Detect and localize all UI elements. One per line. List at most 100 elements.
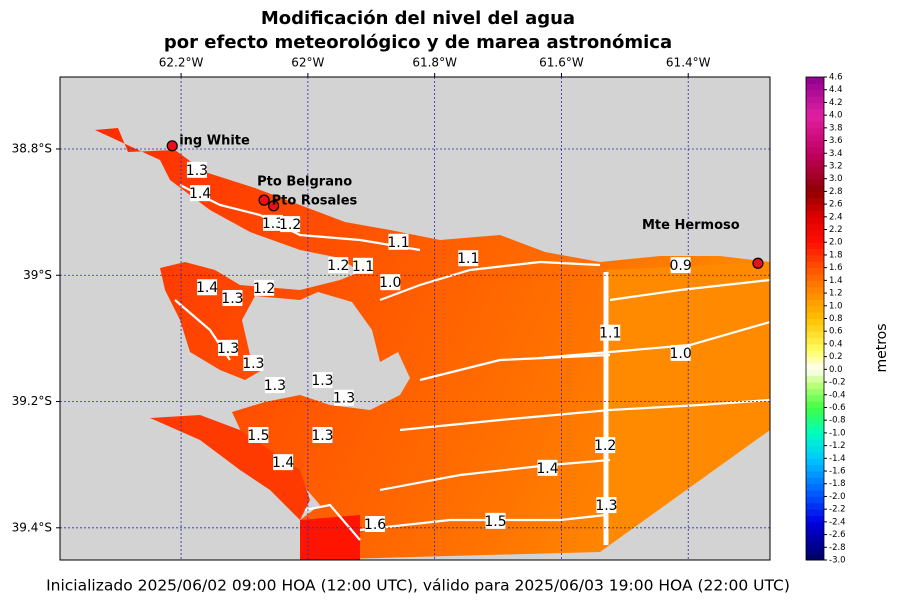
x-tick-label: 61.4°W [666,56,711,70]
colorbar-band [806,83,824,91]
colorbar-tick-label: 1.0 [829,301,843,311]
colorbar-band [806,362,824,370]
contour-label-box [243,355,264,372]
contour-label: 1.4 [536,461,558,477]
colorbar-band [806,242,824,250]
location-label: ing White [179,133,250,148]
colorbar-band [806,293,824,300]
contour-label: 1.3 [186,163,208,179]
colorbar-band [806,172,824,180]
contour-label: 1.6 [364,517,386,533]
contour-label: 1.2 [253,281,275,297]
title: Modificación del nivel del agua [261,8,575,29]
contour-label: 1.5 [247,428,269,444]
colorbar-band [806,153,824,161]
contour-label: 1.3 [311,373,333,389]
contour-label: 1.3 [262,216,284,232]
colorbar-band [806,216,824,224]
contour-label: 1.1 [599,326,621,342]
colorbar-tick-label: 4.4 [829,85,843,95]
colorbar-band [806,337,824,345]
contour-label-box [312,372,333,389]
contour-label-box [670,257,691,274]
contour-label-box [537,459,558,476]
colorbar-tick-label: -1.2 [829,441,846,451]
x-tick-label: 62.2°W [159,56,204,70]
colorbar-tick-label: -1.4 [829,454,846,464]
colorbar-band [806,534,824,542]
colorbar-band [806,331,824,339]
contour-label: 1.5 [484,514,506,530]
colorbar-band [806,134,824,142]
colorbar-band [806,477,824,485]
colorbar-band [806,547,824,555]
contour-label-box [595,437,616,454]
colorbar-band [806,159,824,167]
water-level-field [300,515,360,560]
colorbar-tick-label: 4.6 [829,73,843,83]
location-label: Mte Hermoso [642,218,740,233]
colorbar-band [806,254,824,262]
contour-label: 1.0 [379,275,401,291]
colorbar-band [806,401,824,408]
colorbar-band [806,299,824,307]
contour-label-box [380,274,401,291]
colorbar-band [806,553,824,561]
colorbar-tick-label: 2.0 [829,238,843,248]
contour-label-box [458,250,479,267]
colorbar-band [806,140,824,148]
colorbar-band [806,261,824,269]
x-tick-label: 61.8°W [412,56,457,70]
contour-label: 0.9 [669,258,691,274]
colorbar-tick-label: 1.8 [829,250,843,260]
contour-label-box [190,185,211,202]
location-label: Pto Rosales [272,193,358,208]
contour-label-box [365,516,386,533]
colorbar-band [806,521,824,529]
contour-label: 1.4 [196,280,218,296]
contour-label-box [485,512,506,529]
colorbar-tick-label: -1.0 [829,428,846,438]
x-tick-label: 62°W [291,56,324,70]
colorbar-band [806,318,824,326]
colorbar-band [806,204,824,211]
contour-label-box [273,454,294,471]
contour-label: 1.3 [311,428,333,444]
colorbar-band [806,432,824,440]
contour-label-box [248,426,269,443]
subtitle: por efecto meteorológico y de marea astr… [164,32,672,53]
colorbar-band [806,229,824,237]
colorbar-band [806,471,824,478]
colorbar-band [806,223,824,231]
colorbar-tick-label: 2.2 [829,225,843,235]
contour-label: 1.1 [457,251,479,267]
colorbar-band [806,382,824,389]
colorbar-tick-label: -0.8 [829,416,846,426]
contour-label-box [217,339,238,356]
contour-label: 1.2 [327,258,349,274]
colorbar-label: metros [874,323,890,372]
contour-label: 1.3 [242,356,264,372]
colorbar-band [806,121,824,129]
colorbar-tick-label: 3.6 [829,136,843,146]
colorbar-band [806,108,824,116]
colorbar-tick-label: 1.6 [829,263,843,273]
colorbar-band [806,426,824,434]
contour-label-box [254,279,275,296]
colorbar-tick-label: -2.4 [829,517,846,527]
colorbar-tick-label: 1.2 [829,289,843,299]
colorbar-band [806,197,824,205]
colorbar-band [806,165,824,173]
contour-label-box [264,377,285,394]
colorbar-tick-label: 2.8 [829,187,843,197]
colorbar-band [806,528,824,536]
colorbar-tick-label: 1.4 [829,276,843,286]
colorbar-band [806,343,824,351]
colorbar-tick-label: -0.4 [829,390,846,400]
colorbar-band [806,286,824,294]
contour-label: 1.2 [594,438,616,454]
colorbar-band [806,490,824,497]
colorbar-band [806,146,824,154]
contour-label-box [600,324,621,341]
colorbar-band [806,89,824,97]
